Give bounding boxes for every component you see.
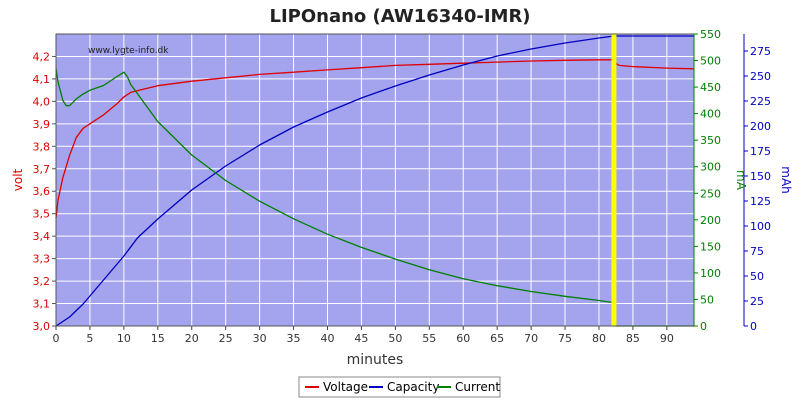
y-axis-ma-label: mA [734, 170, 748, 191]
x-tick-label: 75 [558, 332, 572, 345]
y-tick-label: 150 [700, 240, 721, 253]
y-tick-label: 50 [700, 293, 714, 306]
y-tick-label: 3,5 [33, 208, 51, 221]
y-tick-label: 350 [700, 134, 721, 147]
x-tick-label: 60 [456, 332, 470, 345]
y-tick-label: 0 [750, 320, 757, 333]
plot-area [56, 34, 694, 326]
y-tick-label: 100 [750, 220, 771, 233]
chart-title: LIPOnano (AW16340-IMR) [269, 6, 530, 27]
y-tick-label: 225 [750, 95, 771, 108]
y-tick-label: 3,0 [33, 320, 51, 333]
y-tick-label: 75 [750, 245, 764, 258]
x-tick-label: 45 [354, 332, 368, 345]
y-tick-label: 250 [750, 70, 771, 83]
x-tick-label: 35 [287, 332, 301, 345]
y-axis-volt-label: volt [11, 168, 25, 191]
x-tick-label: 30 [253, 332, 267, 345]
y-tick-label: 550 [700, 28, 721, 41]
y-tick-label: 0 [700, 320, 707, 333]
x-tick-label: 70 [524, 332, 538, 345]
x-tick-label: 10 [117, 332, 131, 345]
series-line-capacity [55, 35, 694, 327]
y-axis-ma: 0 50 100 150 200 250 300 350 400 450 500 550 [693, 28, 721, 333]
x-tick-label: 5 [86, 332, 93, 345]
x-tick-label: 80 [592, 332, 606, 345]
y-tick-label: 200 [700, 214, 721, 227]
watermark-label: www.lygte-info.dk [88, 46, 169, 56]
x-tick-label: 20 [185, 332, 199, 345]
y-axis-mah: 0 25 50 75 100 125 150 175 200 225 250 275 [743, 34, 771, 333]
x-tick-label: 50 [388, 332, 402, 345]
x-axis-label: minutes [347, 352, 404, 368]
y-axis-volt: 3,0 3,1 3,2 3,3 3,4 3,5 3,6 3,7 3,8 3,9 4,0 4,1 4,2 [33, 34, 57, 333]
y-tick-label: 3,6 [33, 185, 51, 198]
y-tick-label: 4,2 [33, 50, 51, 63]
y-tick-label: 3,3 [33, 253, 51, 266]
y-tick-label: 3,2 [33, 275, 51, 288]
y-axis-mah-label: mAh [779, 166, 793, 194]
y-tick-label: 100 [700, 267, 721, 280]
y-tick-label: 500 [700, 55, 721, 68]
y-tick-label: 3,7 [33, 163, 51, 176]
x-axis: 0 5 10 15 20 25 30 35 40 45 50 55 60 65 70 75 80 85 90 [53, 326, 674, 345]
y-tick-label: 4,1 [33, 73, 51, 86]
legend-label: Current [455, 380, 500, 394]
y-tick-label: 175 [750, 145, 771, 158]
y-tick-label: 150 [750, 170, 771, 183]
y-tick-label: 250 [700, 187, 721, 200]
x-tick-label: 65 [490, 332, 504, 345]
y-tick-label: 4,0 [33, 95, 51, 108]
grid [56, 34, 694, 326]
y-tick-label: 450 [700, 81, 721, 94]
legend-label: Voltage [323, 380, 368, 394]
x-tick-label: 25 [219, 332, 233, 345]
x-tick-label: 0 [53, 332, 60, 345]
y-tick-label: 275 [750, 45, 771, 58]
legend-box [298, 376, 501, 398]
y-tick-label: 125 [750, 195, 771, 208]
x-tick-label: 85 [626, 332, 640, 345]
y-tick-label: 50 [750, 270, 764, 283]
x-tick-label: 90 [660, 332, 674, 345]
y-tick-label: 200 [750, 120, 771, 133]
y-tick-label: 25 [750, 295, 764, 308]
y-tick-label: 3,4 [33, 230, 51, 243]
legend-label: Capacity [387, 380, 439, 394]
series-line-current [55, 68, 694, 327]
y-tick-label: 300 [700, 161, 721, 174]
x-tick-label: 55 [422, 332, 436, 345]
y-tick-label: 3,9 [33, 118, 51, 131]
x-tick-label: 40 [320, 332, 334, 345]
y-tick-label: 400 [700, 108, 721, 121]
legend: Voltage Capacity Current [298, 376, 501, 398]
y-tick-label: 3,1 [33, 298, 51, 311]
y-tick-label: 3,8 [33, 140, 51, 153]
x-tick-label: 15 [151, 332, 165, 345]
